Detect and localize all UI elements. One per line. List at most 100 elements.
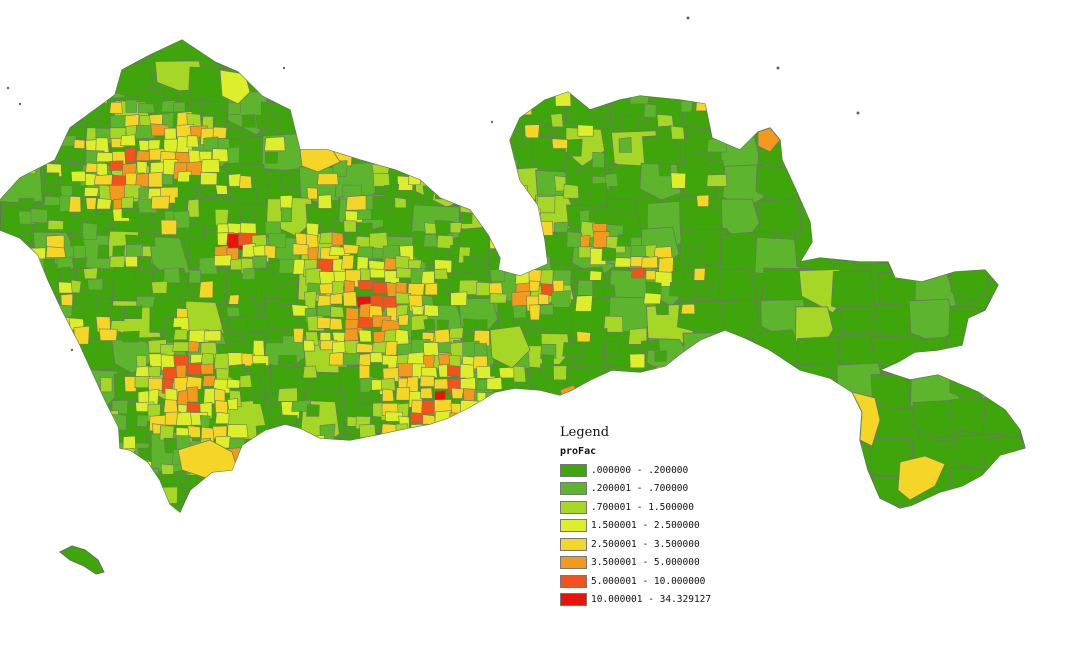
map-parcel xyxy=(300,498,342,543)
map-parcel xyxy=(316,295,333,307)
map-parcel xyxy=(437,147,458,165)
map-parcel xyxy=(344,130,393,166)
map-parcel xyxy=(706,137,727,153)
map-parcel xyxy=(488,219,508,234)
legend-row: 1.500001 - 2.500000 xyxy=(560,517,740,536)
map-parcel xyxy=(369,389,381,401)
map-parcel xyxy=(512,317,526,328)
map-parcel xyxy=(790,64,841,109)
map-parcel xyxy=(869,129,920,170)
map-parcel xyxy=(512,388,526,405)
map-parcel xyxy=(950,234,996,271)
map-parcel xyxy=(252,340,265,357)
map-parcel xyxy=(136,414,149,427)
map-parcel xyxy=(122,435,136,452)
map-parcel xyxy=(278,427,296,444)
map-parcel xyxy=(58,448,74,464)
map-parcel xyxy=(343,220,357,233)
map-parcel xyxy=(320,495,337,512)
map-parcel xyxy=(160,473,182,485)
map-parcel xyxy=(446,459,464,474)
map-parcel xyxy=(31,484,46,499)
map-parcel xyxy=(277,387,298,402)
map-parcel xyxy=(96,151,115,163)
map-parcel xyxy=(982,507,1025,546)
map-parcel xyxy=(515,234,530,249)
map-parcel xyxy=(667,379,683,390)
map-parcel xyxy=(720,364,769,409)
map-parcel xyxy=(252,391,266,404)
map-parcel xyxy=(70,279,82,294)
map-parcel xyxy=(385,340,398,356)
map-parcel xyxy=(830,40,878,70)
map-parcel xyxy=(109,160,124,171)
map-parcel xyxy=(489,185,502,198)
map-parcel xyxy=(187,340,200,353)
map-parcel xyxy=(331,231,344,246)
map-parcel xyxy=(20,448,40,464)
map-parcel xyxy=(225,466,268,512)
map-parcel xyxy=(33,98,51,112)
map-parcel xyxy=(706,306,724,318)
map-parcel xyxy=(343,113,358,130)
map-parcel xyxy=(357,87,375,103)
map-parcel xyxy=(31,111,51,129)
map-parcel xyxy=(407,136,419,152)
map-parcel xyxy=(644,377,664,393)
map-parcel xyxy=(138,102,156,114)
map-parcel xyxy=(48,400,64,412)
map-parcel xyxy=(31,333,78,375)
map-parcel xyxy=(500,412,517,426)
map-parcel xyxy=(376,470,416,516)
map-parcel xyxy=(986,268,1025,308)
map-parcel xyxy=(590,328,608,342)
map-parcel xyxy=(1027,64,1071,101)
map-parcel xyxy=(422,124,441,140)
map-parcel xyxy=(658,162,672,177)
map-parcel xyxy=(372,173,391,187)
map-parcel xyxy=(395,438,413,457)
map-parcel xyxy=(796,435,848,478)
map-parcel xyxy=(406,434,423,450)
map-parcel xyxy=(538,220,554,236)
map-parcel xyxy=(292,243,310,256)
map-parcel xyxy=(303,65,351,106)
map-parcel xyxy=(396,463,414,480)
map-parcel xyxy=(258,63,306,98)
map-parcel xyxy=(592,151,605,168)
map-parcel xyxy=(356,246,375,260)
map-parcel xyxy=(35,402,79,442)
map-parcel xyxy=(528,40,579,69)
map-parcel xyxy=(270,505,309,549)
map-parcel xyxy=(305,101,321,113)
map-parcel xyxy=(329,89,346,102)
map-parcel xyxy=(629,353,646,369)
map-parcel xyxy=(266,327,284,344)
map-parcel xyxy=(293,434,311,448)
map-parcel xyxy=(603,315,624,333)
map-parcel xyxy=(459,399,480,413)
map-parcel xyxy=(252,255,268,269)
map-parcel xyxy=(417,475,471,516)
map-parcel xyxy=(200,171,218,186)
map-parcel xyxy=(471,437,492,454)
map-parcel xyxy=(381,388,395,402)
map-parcel xyxy=(109,101,123,114)
map-parcel xyxy=(83,267,98,280)
map-parcel xyxy=(801,507,841,552)
map-parcel xyxy=(47,219,64,230)
map-parcel xyxy=(107,305,126,321)
map-parcel xyxy=(138,232,156,247)
map-parcel xyxy=(536,255,552,271)
map-parcel xyxy=(422,414,436,429)
map-parcel xyxy=(357,113,375,126)
map-parcel xyxy=(358,329,372,343)
map-parcel xyxy=(152,40,195,65)
map-parcel xyxy=(264,186,283,200)
map-parcel xyxy=(487,413,503,428)
map-parcel xyxy=(457,163,507,208)
map-parcel xyxy=(1020,267,1025,313)
map-parcel xyxy=(679,40,728,77)
legend-swatch xyxy=(560,537,587,551)
map-parcel xyxy=(151,195,170,210)
